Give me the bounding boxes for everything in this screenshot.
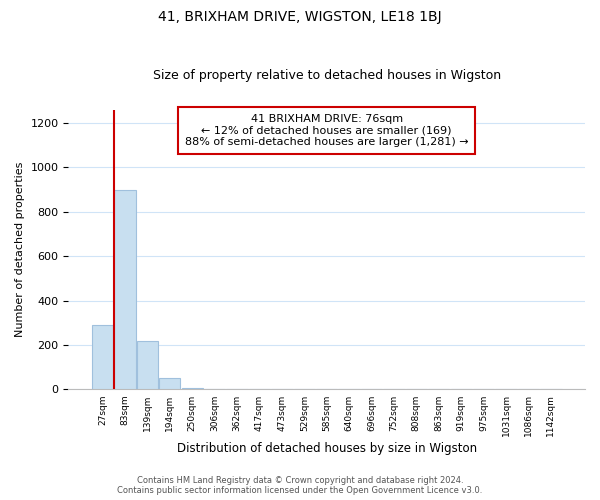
- Bar: [159, 378, 181, 390]
- Bar: [137, 340, 158, 390]
- X-axis label: Distribution of detached houses by size in Wigston: Distribution of detached houses by size …: [176, 442, 477, 455]
- Title: Size of property relative to detached houses in Wigston: Size of property relative to detached ho…: [152, 69, 501, 82]
- Text: 41, BRIXHAM DRIVE, WIGSTON, LE18 1BJ: 41, BRIXHAM DRIVE, WIGSTON, LE18 1BJ: [158, 10, 442, 24]
- Bar: [92, 325, 113, 390]
- Bar: [182, 388, 203, 390]
- Text: 41 BRIXHAM DRIVE: 76sqm
← 12% of detached houses are smaller (169)
88% of semi-d: 41 BRIXHAM DRIVE: 76sqm ← 12% of detache…: [185, 114, 469, 147]
- Bar: [115, 190, 136, 390]
- Y-axis label: Number of detached properties: Number of detached properties: [15, 162, 25, 337]
- Text: Contains HM Land Registry data © Crown copyright and database right 2024.
Contai: Contains HM Land Registry data © Crown c…: [118, 476, 482, 495]
